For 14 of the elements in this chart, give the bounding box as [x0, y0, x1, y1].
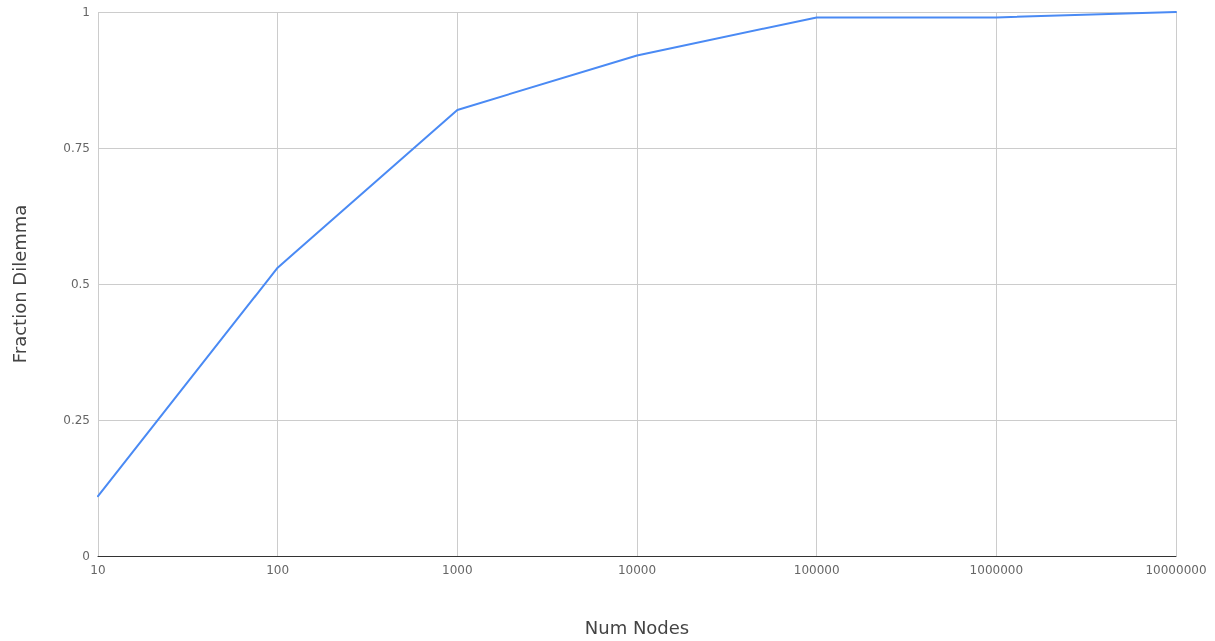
x-tick-label: 100000: [793, 563, 840, 577]
y-tick-label: 0.25: [63, 413, 90, 427]
y-tick-label: 0.5: [70, 277, 90, 291]
y-tick-label: 0: [82, 549, 90, 563]
x-tick-label: 1000000: [969, 563, 1024, 577]
x-tick-label: 100: [266, 563, 290, 577]
x-tick-label: 10000: [617, 563, 657, 577]
y-axis-title: Fraction Dilemma: [8, 204, 30, 364]
x-tick-label: 10000000: [1145, 563, 1207, 577]
y-tick-label: 0.75: [63, 141, 90, 155]
y-tick-label: 1: [82, 5, 90, 19]
x-axis-title: Num Nodes: [584, 616, 690, 638]
x-tick-label: 10: [90, 563, 106, 577]
x-tick-label: 1000: [442, 563, 473, 577]
